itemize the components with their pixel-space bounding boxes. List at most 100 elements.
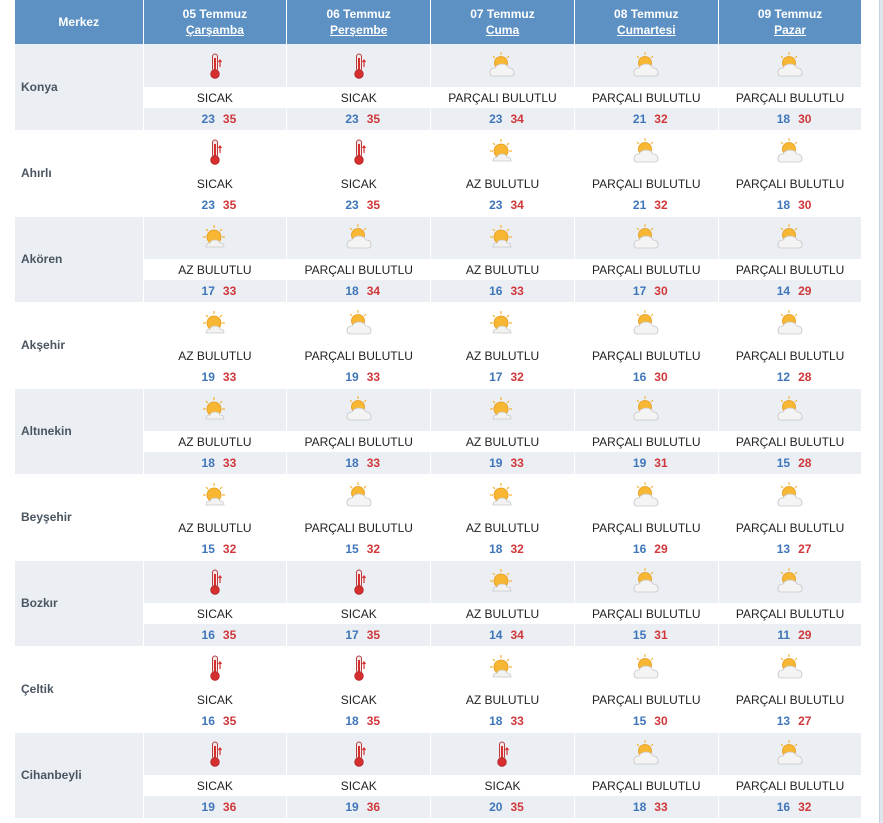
condition-row: SICAK SICAK AZ BULUTLU PARÇALI BULUTLU PARÇA… xyxy=(15,603,863,624)
weather-icon-cell xyxy=(286,130,432,173)
thermometer-hot-icon xyxy=(200,569,230,595)
max-temperature: 31 xyxy=(654,455,668,470)
thermometer-hot-icon xyxy=(200,53,230,79)
day-header[interactable]: 05 Temmuz Çarşamba xyxy=(143,0,288,44)
condition-label: PARÇALI BULUTLU xyxy=(574,775,719,796)
max-temperature: 36 xyxy=(366,799,381,814)
min-temperature: 17 xyxy=(201,283,215,298)
temperature-cell: 23 35 xyxy=(143,108,288,131)
temperature-row: 15 32 15 32 18 32 16 29 13 27 xyxy=(15,538,863,561)
max-temperature: 34 xyxy=(510,197,524,212)
condition-label: PARÇALI BULUTLU xyxy=(718,603,863,624)
temperature-cell: 19 33 xyxy=(430,452,575,475)
partly-cloudy-icon xyxy=(775,653,805,679)
condition-label: AZ BULUTLU xyxy=(143,431,288,452)
condition-label: SICAK xyxy=(286,87,432,108)
mostly-sunny-icon xyxy=(487,138,517,162)
max-temperature: 30 xyxy=(798,197,812,212)
max-temperature: 32 xyxy=(366,541,381,556)
condition-label: PARÇALI BULUTLU xyxy=(718,775,863,796)
condition-label: PARÇALI BULUTLU xyxy=(718,259,863,280)
thermometer-hot-icon xyxy=(344,741,374,767)
temperature-cell: 23 35 xyxy=(286,194,432,217)
day-weekday[interactable]: Cumartesi xyxy=(616,23,676,37)
partly-cloudy-icon xyxy=(775,51,805,76)
day-weekday[interactable]: Çarşamba xyxy=(185,23,244,37)
partly-cloudy-icon xyxy=(775,137,805,163)
day-weekday[interactable]: Pazar xyxy=(774,23,807,37)
mostly-sunny-icon xyxy=(200,310,230,334)
temperature-cell: 17 30 xyxy=(574,280,719,303)
day-weekday[interactable]: Cuma xyxy=(485,23,520,37)
weather-icon-cell xyxy=(574,216,719,259)
city-name[interactable]: Akşehir xyxy=(15,302,144,389)
temperature-cell: 13 27 xyxy=(718,538,863,561)
temperature-cell: 18 33 xyxy=(286,452,432,475)
temperature-cell: 15 30 xyxy=(574,710,719,733)
day-header[interactable]: 06 Temmuz Perşembe xyxy=(286,0,432,44)
city-name[interactable]: Altınekin xyxy=(15,388,144,475)
temperature-cell: 14 29 xyxy=(718,280,863,303)
day-header[interactable]: 07 Temmuz Cuma xyxy=(430,0,575,44)
temperature-cell: 23 34 xyxy=(430,108,575,131)
temperature-row: 17 33 18 34 16 33 17 30 14 29 xyxy=(15,280,863,303)
condition-label: PARÇALI BULUTLU xyxy=(718,173,863,194)
max-temperature: 29 xyxy=(798,283,812,298)
city-row-group: Ahırlı SICAK SICAK AZ BULUTLU PARÇALI BULUTL… xyxy=(15,130,863,217)
temperature-cell: 18 33 xyxy=(574,796,719,819)
icon-row: Akören xyxy=(15,216,863,303)
condition-label: PARÇALI BULUTLU xyxy=(574,87,719,108)
city-name[interactable]: Konya xyxy=(15,44,144,131)
day-header[interactable]: 09 Temmuz Pazar xyxy=(718,0,863,44)
icon-row: Akşehir xyxy=(15,302,863,389)
partly-cloudy-icon xyxy=(631,51,661,76)
partly-cloudy-icon xyxy=(775,739,805,765)
min-temperature: 14 xyxy=(776,283,791,298)
temperature-cell: 17 33 xyxy=(143,280,288,303)
min-temperature: 20 xyxy=(489,799,503,814)
day-header[interactable]: 08 Temmuz Cumartesi xyxy=(574,0,719,44)
weather-icon-cell xyxy=(574,388,719,431)
max-temperature: 35 xyxy=(222,197,237,212)
condition-label: SICAK xyxy=(286,603,432,624)
max-temperature: 33 xyxy=(654,799,668,814)
partly-cloudy-icon xyxy=(344,223,374,249)
weather-icon-cell xyxy=(430,474,575,517)
mostly-sunny-icon xyxy=(487,224,517,248)
max-temperature: 34 xyxy=(510,627,524,642)
temperature-cell: 21 32 xyxy=(574,194,719,217)
city-name[interactable]: Beyşehir xyxy=(15,474,144,561)
city-name[interactable]: Akören xyxy=(15,216,144,303)
min-temperature: 16 xyxy=(201,627,215,642)
city-name[interactable]: Cihanbeyli xyxy=(15,732,144,819)
temperature-cell: 19 36 xyxy=(143,796,288,819)
day-date: 06 Temmuz xyxy=(326,7,391,21)
min-temperature: 15 xyxy=(632,627,647,642)
thermometer-hot-icon xyxy=(200,655,230,681)
temperature-cell: 18 35 xyxy=(286,710,432,733)
temperature-cell: 17 35 xyxy=(286,624,432,647)
day-weekday[interactable]: Perşembe xyxy=(330,23,388,37)
condition-row: SICAK SICAK AZ BULUTLU PARÇALI BULUTLU PARÇA… xyxy=(15,173,863,194)
weather-icon-cell xyxy=(430,732,575,775)
temperature-row: 19 36 19 36 20 35 18 33 16 32 xyxy=(15,796,863,819)
condition-label: PARÇALI BULUTLU xyxy=(286,517,432,538)
condition-label: PARÇALI BULUTLU xyxy=(718,517,863,538)
day-date: 09 Temmuz xyxy=(757,7,823,21)
max-temperature: 33 xyxy=(510,713,524,728)
max-temperature: 32 xyxy=(222,541,237,556)
city-name[interactable]: Çeltik xyxy=(15,646,144,733)
weather-icon-cell xyxy=(286,646,432,689)
condition-label: SICAK xyxy=(430,775,575,796)
weather-icon-cell xyxy=(574,302,719,345)
temperature-cell: 18 34 xyxy=(286,280,432,303)
partly-cloudy-icon xyxy=(631,481,661,507)
min-temperature: 16 xyxy=(201,713,215,728)
condition-label: AZ BULUTLU xyxy=(143,517,288,538)
max-temperature: 33 xyxy=(222,369,237,384)
weather-icon-cell xyxy=(718,388,863,431)
forecast-table: Merkez 05 Temmuz Çarşamba 06 Temmuz Perşem… xyxy=(15,0,863,819)
city-name[interactable]: Bozkır xyxy=(15,560,144,647)
city-name[interactable]: Ahırlı xyxy=(15,130,144,217)
max-temperature: 34 xyxy=(510,111,524,126)
